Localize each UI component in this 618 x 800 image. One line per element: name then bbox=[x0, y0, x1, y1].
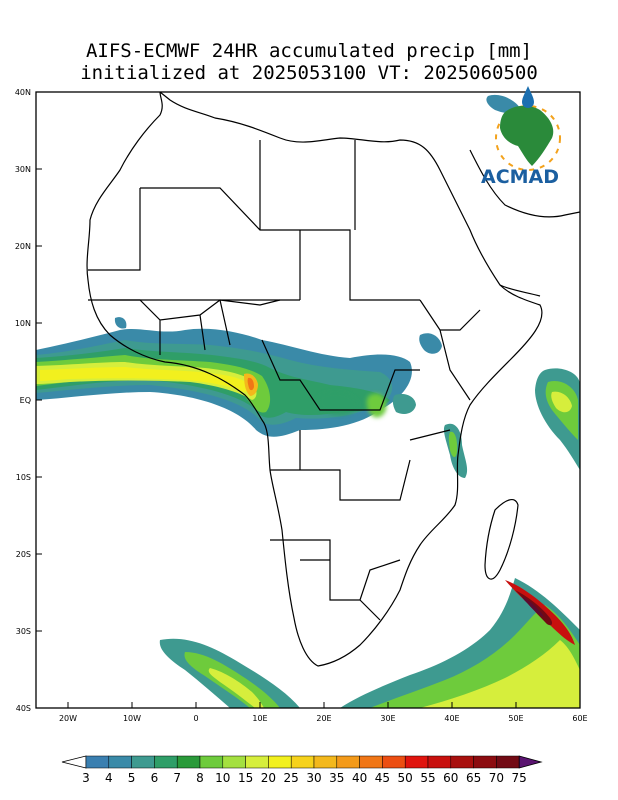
map-title-line-1: AIFS-ECMWF 24HR accumulated precip [mm] bbox=[85, 40, 533, 62]
colorbar-swatch bbox=[427, 755, 452, 769]
colorbar-level-label: 40 bbox=[352, 771, 367, 785]
colorbar-swatch bbox=[290, 755, 315, 769]
colorbar-level-label: 55 bbox=[420, 771, 435, 785]
precip-victoria-cell bbox=[392, 394, 416, 414]
longitude-labels: 20W 10W 0 10E 20E 30E 40E 50E 60E bbox=[59, 714, 588, 723]
colorbar-level-label: 15 bbox=[238, 771, 253, 785]
colorbar-level-label: 6 bbox=[151, 771, 159, 785]
colorbar-level-label: 45 bbox=[375, 771, 390, 785]
lat-label: EQ bbox=[20, 396, 31, 405]
colorbar-swatch bbox=[131, 755, 155, 769]
latitude-labels: 40N 30N 20N 10N EQ 10S 20S 30S 40S bbox=[15, 88, 31, 713]
colorbar-swatch bbox=[154, 755, 178, 769]
acmad-logo: ACMAD bbox=[481, 86, 561, 188]
colorbar-swatch bbox=[85, 755, 110, 769]
logo-raindrop bbox=[522, 86, 534, 108]
lon-label: 60E bbox=[572, 714, 587, 723]
lat-label: 30S bbox=[16, 627, 31, 636]
colorbar-level-label: 20 bbox=[261, 771, 276, 785]
colorbar-level-label: 5 bbox=[128, 771, 136, 785]
colorbar-level-label: 3 bbox=[82, 771, 90, 785]
colorbar-swatch bbox=[336, 755, 360, 769]
lon-label: 10E bbox=[252, 714, 267, 723]
precip-southern-front-purple bbox=[522, 597, 544, 617]
precip-itcz-darkorange bbox=[247, 377, 254, 391]
lon-label: 30E bbox=[380, 714, 395, 723]
map-title-line-2: initialized at 2025053100 VT: 2025060500 bbox=[80, 62, 538, 84]
coastlines bbox=[86, 92, 580, 667]
lat-label: 30N bbox=[15, 165, 31, 174]
colorbar-swatch bbox=[496, 755, 520, 769]
colorbar-swatch bbox=[313, 755, 338, 769]
lon-label: 20E bbox=[316, 714, 331, 723]
acmad-logo-text: ACMAD bbox=[481, 166, 559, 188]
colorbar-swatch bbox=[108, 755, 132, 769]
colorbar-swatch bbox=[473, 755, 497, 769]
lat-label: 20N bbox=[15, 242, 31, 251]
colorbar-level-label: 35 bbox=[329, 771, 344, 785]
precip-congo-cell bbox=[318, 391, 359, 416]
precip-ethiopia-cell bbox=[419, 333, 442, 354]
colorbar-level-label: 60 bbox=[443, 771, 458, 785]
lon-label: 50E bbox=[508, 714, 523, 723]
colorbar-level-label: 65 bbox=[466, 771, 481, 785]
lat-label: 20S bbox=[16, 550, 31, 559]
precip-southwest-band-core bbox=[208, 668, 264, 708]
colorbar-swatch bbox=[268, 755, 292, 769]
precip-lakes-cell bbox=[366, 393, 387, 418]
colorbar-level-label: 75 bbox=[512, 771, 527, 785]
colorbar-level-label: 7 bbox=[173, 771, 181, 785]
colorbar-swatch bbox=[359, 755, 383, 769]
colorbar-swatch bbox=[222, 755, 246, 769]
colorbar-swatch bbox=[245, 755, 269, 769]
colorbar: 3 4 5 6 7 8 10 15 20 25 30 35 40 45 50 55 60 65 70 75 bbox=[61, 755, 543, 785]
precipitation-field bbox=[36, 94, 580, 708]
colorbar-swatch bbox=[176, 755, 201, 769]
lon-label: 10W bbox=[123, 714, 141, 723]
colorbar-level-label: 8 bbox=[196, 771, 204, 785]
border-west-africa bbox=[110, 299, 281, 355]
axis-ticks bbox=[36, 91, 581, 709]
colorbar-level-label: 4 bbox=[105, 771, 113, 785]
precip-southern-front-yellow bbox=[420, 640, 580, 708]
colorbar-low-end bbox=[61, 755, 87, 769]
colorbar-level-label: 10 bbox=[215, 771, 230, 785]
precip-itcz-yellow bbox=[40, 367, 249, 392]
colorbar-level-label: 50 bbox=[398, 771, 413, 785]
colorbar-level-label: 25 bbox=[284, 771, 299, 785]
border-south bbox=[270, 539, 401, 621]
colorbar-swatch bbox=[199, 755, 224, 769]
lon-label: 20W bbox=[59, 714, 77, 723]
lon-label: 0 bbox=[193, 714, 198, 723]
colorbar-level-label: 30 bbox=[306, 771, 321, 785]
border-east bbox=[409, 299, 481, 441]
logo-africa-silhouette bbox=[500, 105, 554, 166]
precip-west-africa-small bbox=[114, 317, 127, 329]
precip-east-coast-core bbox=[448, 431, 458, 458]
arabia-coast bbox=[469, 149, 580, 297]
border-sahara bbox=[88, 140, 420, 301]
colorbar-high-end bbox=[518, 755, 543, 769]
africa-coastline bbox=[86, 92, 543, 667]
border-central bbox=[261, 339, 420, 501]
colorbar-swatch bbox=[450, 755, 474, 769]
lat-label: 10S bbox=[16, 473, 31, 482]
colorbar-swatch bbox=[382, 755, 406, 769]
colorbar-level-label: 70 bbox=[489, 771, 504, 785]
madagascar bbox=[484, 498, 519, 580]
lat-label: 40S bbox=[16, 704, 31, 713]
lat-label: 10N bbox=[15, 319, 31, 328]
precip-indian-ocean-core bbox=[551, 391, 572, 413]
lat-label: 40N bbox=[15, 88, 31, 97]
lon-label: 40E bbox=[444, 714, 459, 723]
colorbar-swatch bbox=[404, 755, 429, 769]
